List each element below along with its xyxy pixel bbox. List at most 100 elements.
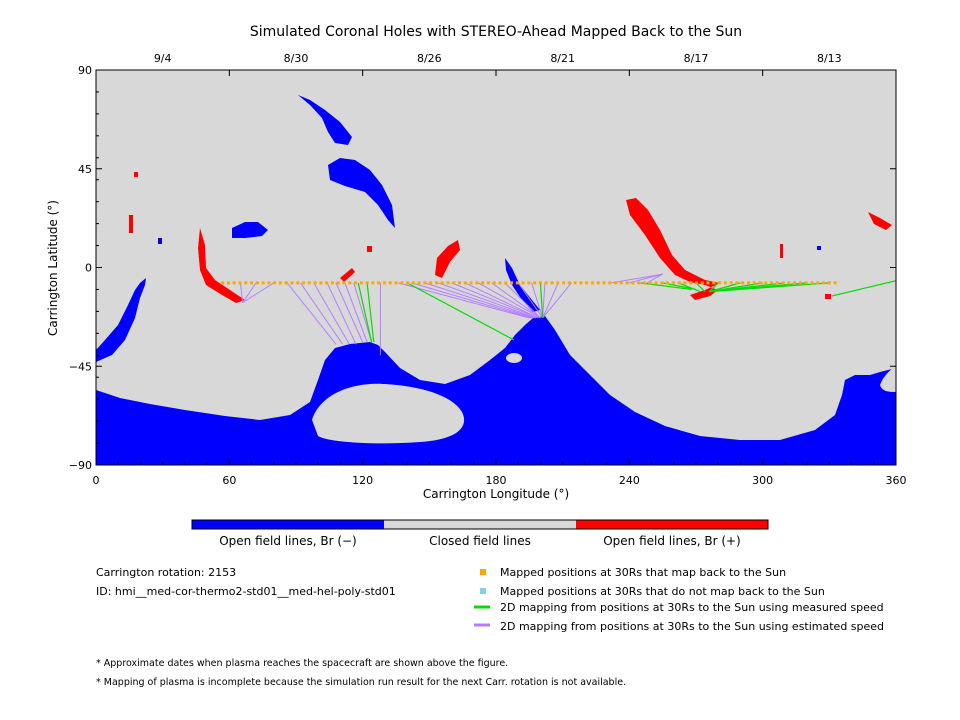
closed-island-east bbox=[880, 366, 896, 392]
mapped-position-marker bbox=[365, 281, 369, 285]
measured-connection-line bbox=[709, 282, 830, 293]
date-label: 8/13 bbox=[817, 52, 842, 65]
estimated-connection-line bbox=[542, 282, 546, 319]
mapped-position-marker bbox=[562, 281, 566, 285]
legend-label-not-mapped: Mapped positions at 30Rs that do not map… bbox=[500, 585, 825, 598]
footpoint-markers bbox=[221, 281, 837, 285]
y-tick-labels: 90 45 0 −45 −90 bbox=[69, 64, 92, 472]
mapped-position-marker bbox=[313, 281, 317, 285]
y-tick-label: 90 bbox=[78, 64, 92, 77]
date-label: 9/4 bbox=[154, 52, 172, 65]
positive-hole-speck-1 bbox=[134, 172, 138, 177]
positive-hole-speck-6 bbox=[340, 268, 355, 282]
positive-hole-east bbox=[626, 198, 720, 300]
negative-hole-north-1 bbox=[298, 95, 352, 145]
mapped-position-marker bbox=[660, 281, 664, 285]
mapped-position-marker bbox=[348, 281, 352, 285]
legend-label-estimated: 2D mapping from positions at 30Rs to the… bbox=[500, 620, 884, 633]
estimated-connection-line bbox=[464, 282, 539, 319]
mapped-position-marker bbox=[781, 281, 785, 285]
colorbar-positive bbox=[576, 520, 768, 529]
mapped-position-marker bbox=[625, 281, 629, 285]
south-polar-coronal-hole bbox=[96, 316, 896, 465]
mapped-position-marker bbox=[440, 281, 444, 285]
mapped-position-marker bbox=[515, 281, 519, 285]
mapped-position-marker bbox=[735, 281, 739, 285]
mapped-position-marker bbox=[816, 281, 820, 285]
colorbar-label-positive: Open field lines, Br (+) bbox=[603, 534, 741, 548]
note-dates: * Approximate dates when plasma reaches … bbox=[96, 658, 508, 669]
mapped-position-marker bbox=[590, 281, 594, 285]
mapped-position-marker bbox=[758, 281, 762, 285]
mapped-position-marker bbox=[700, 281, 704, 285]
x-tick-label: 0 bbox=[93, 474, 100, 487]
measured-connection-line bbox=[406, 282, 515, 341]
mapped-position-marker bbox=[741, 281, 745, 285]
date-labels: 9/4 8/30 8/26 8/21 8/17 8/13 bbox=[154, 52, 842, 65]
mapped-position-marker bbox=[475, 281, 479, 285]
mapped-position-marker bbox=[481, 281, 485, 285]
date-label: 8/26 bbox=[417, 52, 442, 65]
x-tick-label: 240 bbox=[619, 474, 640, 487]
closed-island-small bbox=[506, 353, 522, 363]
mapped-position-marker bbox=[533, 281, 537, 285]
mapped-position-marker bbox=[573, 281, 577, 285]
chart-title: Simulated Coronal Holes with STEREO-Ahea… bbox=[250, 24, 742, 40]
mapped-position-marker bbox=[827, 281, 831, 285]
negative-hole-speck-1 bbox=[158, 238, 162, 244]
date-label: 8/21 bbox=[550, 52, 575, 65]
legend-swatch-not-mapped bbox=[480, 588, 486, 594]
mapped-position-marker bbox=[770, 281, 774, 285]
estimated-connection-line bbox=[542, 282, 572, 319]
x-axis-label: Carrington Longitude (°) bbox=[423, 487, 569, 501]
mapped-position-marker bbox=[406, 281, 410, 285]
mapped-position-marker bbox=[718, 281, 722, 285]
mapped-position-marker bbox=[694, 281, 698, 285]
mapped-position-marker bbox=[775, 281, 779, 285]
colorbar-label-negative: Open field lines, Br (−) bbox=[219, 534, 357, 548]
mapped-position-marker bbox=[752, 281, 756, 285]
mapped-position-marker bbox=[325, 281, 329, 285]
mapped-position-marker bbox=[302, 281, 306, 285]
mapped-position-marker bbox=[446, 281, 450, 285]
mapped-position-marker bbox=[354, 281, 358, 285]
mapped-position-marker bbox=[394, 281, 398, 285]
mapped-position-marker bbox=[538, 281, 542, 285]
measured-connection-line bbox=[708, 282, 719, 293]
estimated-connection-line bbox=[504, 282, 541, 319]
colorbar-label-closed: Closed field lines bbox=[429, 534, 531, 548]
legend-label-mapped: Mapped positions at 30Rs that map back t… bbox=[500, 566, 786, 579]
mapped-position-marker bbox=[550, 281, 554, 285]
y-tick-label: −90 bbox=[69, 459, 92, 472]
mapped-position-marker bbox=[619, 281, 623, 285]
mapped-position-marker bbox=[793, 281, 797, 285]
estimated-connection-line bbox=[542, 282, 559, 319]
estimated-connection-line bbox=[398, 282, 530, 319]
mapped-position-marker bbox=[307, 281, 311, 285]
mapped-position-marker bbox=[648, 281, 652, 285]
mapped-position-marker bbox=[463, 281, 467, 285]
mapped-position-marker bbox=[221, 281, 225, 285]
mapped-position-marker bbox=[787, 281, 791, 285]
mapped-position-marker bbox=[411, 281, 415, 285]
mapped-position-marker bbox=[232, 281, 236, 285]
measured-connection-line bbox=[539, 282, 544, 319]
y-axis-label: Carrington Latitude (°) bbox=[46, 200, 60, 336]
mapped-position-marker bbox=[810, 281, 814, 285]
mapped-position-marker bbox=[833, 281, 837, 285]
measured-connection-line bbox=[366, 282, 375, 343]
positive-hole-speck-5 bbox=[825, 294, 831, 299]
mapped-position-marker bbox=[804, 281, 808, 285]
colorbar-frame bbox=[191, 519, 769, 530]
mapped-position-marker bbox=[244, 281, 248, 285]
mapped-position-marker bbox=[677, 281, 681, 285]
estimated-connection-line bbox=[451, 282, 539, 319]
y-tick-label: 0 bbox=[85, 262, 92, 275]
mapped-position-marker bbox=[336, 281, 340, 285]
mapped-position-marker bbox=[342, 281, 346, 285]
estimated-connection-line bbox=[335, 282, 364, 343]
mapped-position-marker bbox=[608, 281, 612, 285]
mapped-position-marker bbox=[689, 281, 693, 285]
mapped-position-marker bbox=[527, 281, 531, 285]
